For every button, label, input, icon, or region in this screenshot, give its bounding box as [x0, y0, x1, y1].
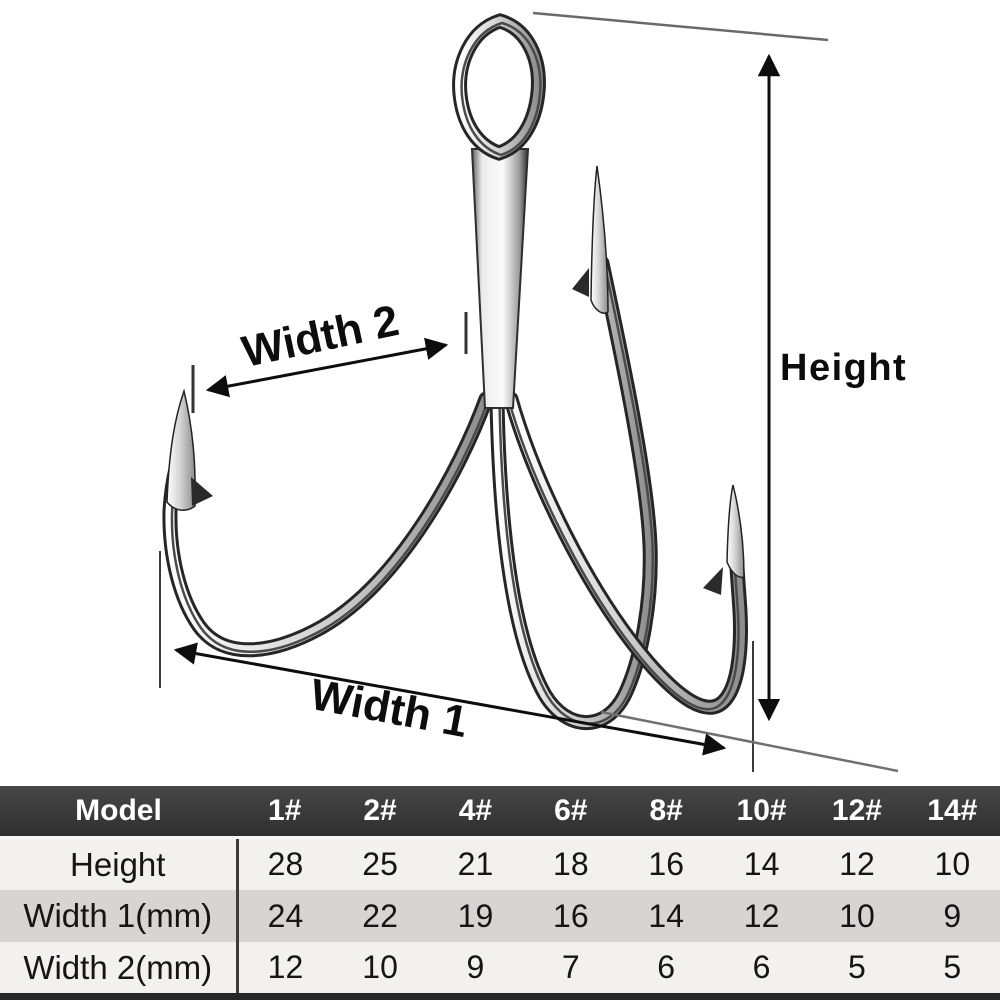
value-cell: 19 — [457, 897, 494, 934]
header-cell-size: 4# — [427, 786, 524, 839]
hook-barb-right — [703, 567, 723, 595]
hook-eye — [460, 21, 541, 155]
value-cell: 6 — [752, 949, 771, 985]
hook-diagram: Height Width 2 Width 1 — [159, 11, 908, 773]
value-cell: 9 — [466, 949, 485, 985]
value-cell: 9 — [943, 897, 962, 934]
value-cell: 10 — [934, 846, 971, 882]
value-cell: 28 — [235, 837, 333, 890]
header-cell-model: Model — [0, 786, 237, 839]
value-cell: 18 — [553, 846, 589, 882]
value-cell: 12 — [235, 942, 333, 993]
header-cell-size: 2# — [332, 786, 428, 839]
height-dimension-label: Height — [780, 347, 908, 389]
hook-bend-center — [497, 165, 653, 724]
hook-point-right — [726, 484, 745, 579]
value-cell: 10 — [362, 949, 398, 985]
value-cell: 24 — [235, 890, 333, 942]
hook-bend-left — [166, 388, 488, 652]
value-cell: 5 — [943, 949, 962, 985]
header-cell-size: 10# — [713, 786, 810, 839]
value-cell: 10 — [839, 897, 875, 934]
row-label: Height — [70, 845, 166, 883]
value-cell: 14 — [743, 846, 780, 882]
hook-point-left — [166, 388, 196, 511]
value-cell: 7 — [561, 949, 580, 985]
header-cell-size: 8# — [618, 786, 714, 839]
table-row-width2: Width 2(mm) 12 10 9 7 6 6 5 5 — [0, 942, 1000, 993]
value-cell: 12 — [743, 897, 780, 934]
width2-dimension-arrow — [205, 337, 449, 398]
header-cell-size: 1# — [237, 786, 333, 839]
table-header-row: Model 1# 2# 4# 6# 8# 10# 12# 14# — [0, 786, 1000, 839]
value-cell: 5 — [848, 949, 866, 985]
extension-line-top — [532, 11, 829, 42]
value-cell: 21 — [457, 846, 494, 882]
value-cell: 22 — [362, 897, 398, 934]
hook-bend-right — [509, 399, 744, 709]
size-table: Model 1# 2# 4# 6# 8# 10# 12# 14# Height … — [0, 786, 1000, 1000]
header-cell-size: 6# — [523, 786, 619, 839]
value-cell: 16 — [553, 897, 589, 934]
header-cell-size: 14# — [904, 786, 1000, 839]
value-cell: 14 — [648, 897, 684, 934]
extension-line-bottom — [600, 710, 899, 773]
hook-shank — [470, 148, 530, 409]
row-label: Width 1(mm) — [23, 897, 213, 934]
value-cell: 6 — [657, 949, 676, 985]
hook-barb-left — [191, 477, 213, 506]
value-cell: 16 — [648, 846, 684, 882]
hook-barb-center — [572, 268, 589, 297]
table-row-height: Height 28 25 21 18 16 14 12 10 — [0, 837, 1000, 890]
header-cell-size: 12# — [809, 786, 905, 839]
hook-point-center — [590, 165, 609, 314]
row-label: Width 2(mm) — [23, 948, 213, 986]
value-cell: 12 — [839, 846, 875, 882]
width1-dimension-arrow — [173, 642, 727, 756]
treble-hook-illustration — [159, 11, 899, 773]
value-cell: 25 — [362, 846, 398, 882]
table-row-width1: Width 1(mm) 24 22 19 16 14 12 10 9 — [0, 890, 1000, 942]
